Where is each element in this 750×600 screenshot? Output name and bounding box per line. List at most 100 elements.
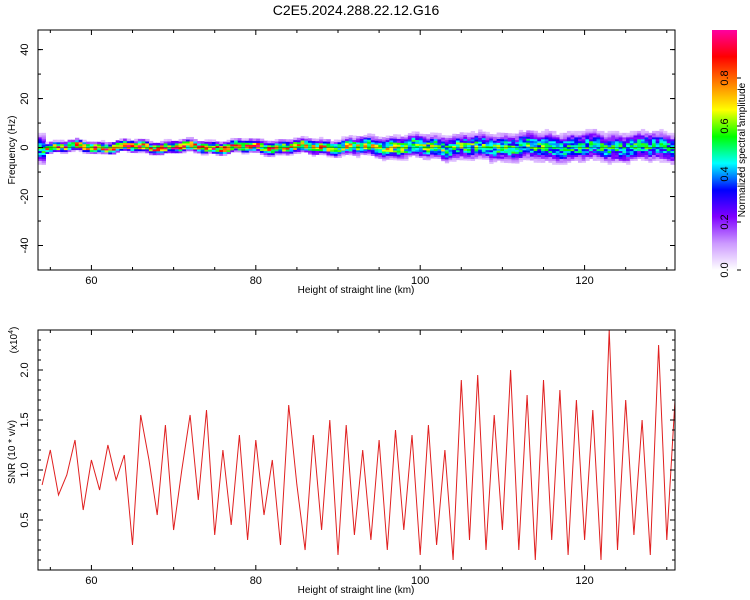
spectrogram-cell — [474, 140, 479, 144]
spectrogram-cell — [278, 146, 283, 150]
spectrogram-cell — [492, 138, 498, 141]
spectrogram-cell — [566, 142, 572, 146]
spectrogram-cell — [378, 152, 383, 155]
spectrogram-cell — [544, 128, 550, 132]
spectrogram-cell — [378, 154, 383, 157]
spectrogram-cell — [396, 138, 402, 141]
spectrogram-cell — [344, 140, 350, 144]
spectrogram-cell — [185, 142, 191, 146]
spectrogram-cell — [74, 147, 80, 151]
spectrogram-cell — [344, 148, 350, 151]
spectrogram-cell — [156, 142, 161, 146]
spectrogram-cell — [426, 144, 431, 147]
spectrogram-cell — [629, 142, 635, 146]
spectrogram-cell — [426, 136, 431, 139]
spectrogram-cell — [489, 159, 494, 163]
spectrogram-cell — [555, 136, 561, 140]
spectrogram-cell — [633, 140, 638, 144]
spectrogram-cell — [611, 134, 616, 138]
spectrogram-cell — [189, 138, 194, 142]
spectrogram-cell — [259, 150, 265, 153]
spectrogram-cell — [38, 160, 43, 163]
spectrogram-y-tick-label: -40 — [19, 238, 31, 254]
spectrogram-cell — [148, 142, 154, 146]
spectrogram-cell — [444, 160, 450, 164]
spectrogram-cell — [437, 138, 442, 142]
spectrogram-cell — [38, 132, 43, 136]
spectrogram-cell — [644, 134, 649, 138]
spectrogram-cell — [418, 137, 424, 141]
spectrogram-cell — [507, 135, 513, 138]
spectrogram-cell — [637, 142, 642, 146]
spectrogram-cell — [496, 154, 501, 157]
spectrogram-cell — [56, 139, 61, 143]
spectrogram-cell — [581, 130, 587, 134]
spectrogram-cell — [478, 135, 483, 138]
spectrogram-cell — [459, 144, 464, 147]
spectrogram-cell — [489, 137, 494, 141]
spectrogram-cell — [171, 150, 176, 154]
spectrogram-cell — [156, 144, 161, 148]
spectrogram-cell — [614, 152, 620, 156]
spectrogram-cell — [182, 138, 187, 142]
spectrogram-cell — [670, 156, 675, 159]
spectrogram-cell — [300, 139, 305, 143]
spectrogram-cell — [618, 136, 623, 140]
spectrogram-cell — [160, 150, 165, 154]
spectrogram-cell — [651, 130, 657, 134]
spectrogram-cell — [226, 139, 231, 143]
spectrogram-cell — [437, 148, 442, 152]
spectrogram-cell — [518, 137, 524, 141]
spectrogram-cell — [592, 154, 598, 157]
spectrogram-cell — [426, 134, 431, 137]
spectrogram-cell — [422, 151, 427, 155]
spectrogram-cell — [404, 154, 409, 157]
spectrogram-cell — [544, 156, 550, 159]
spectrogram-cell — [393, 142, 398, 145]
spectrogram-cell — [178, 142, 183, 146]
spectrogram-cell — [481, 143, 487, 146]
spectrogram-cell — [570, 144, 575, 148]
spectrogram-cell — [648, 132, 653, 136]
spectrogram-cell — [367, 151, 372, 154]
spectrogram-cell — [518, 149, 524, 153]
spectrogram-cell — [496, 138, 501, 141]
spectrogram-cell — [544, 154, 550, 157]
spectrogram-cell — [437, 144, 442, 148]
spectrogram-cell — [130, 150, 135, 153]
spectrogram-cell — [119, 144, 124, 147]
spectrogram-cell — [504, 156, 509, 160]
spectrogram-cell — [626, 148, 631, 152]
spectrogram-cell — [570, 150, 575, 154]
spectrogram-cell — [526, 147, 531, 151]
spectrogram-cell — [544, 132, 550, 136]
spectrogram-cell — [626, 140, 631, 144]
spectrogram-cell — [415, 145, 420, 148]
spectrogram-cell — [478, 149, 483, 152]
spectrogram-cell — [200, 143, 206, 146]
spectrogram-cell — [415, 131, 420, 135]
spectrogram-cell — [341, 142, 346, 145]
spectrogram-cell — [666, 140, 672, 144]
spectrogram-cell — [618, 158, 623, 161]
spectrogram-cell — [300, 145, 305, 149]
spectrogram-cell — [659, 156, 664, 159]
spectrogram-cell — [670, 132, 675, 136]
spectrogram-cell — [515, 133, 520, 137]
spectrogram-cell — [633, 138, 638, 142]
spectrogram-cell — [463, 144, 468, 147]
spectrogram-cell — [663, 134, 668, 138]
spectrogram-cell — [400, 140, 405, 144]
spectrogram-cell — [541, 150, 546, 154]
spectrogram-cell — [430, 154, 435, 157]
spectrogram-cell — [370, 139, 376, 143]
spectrogram-cell — [319, 142, 324, 146]
spectrogram-cell — [93, 149, 98, 153]
spectrogram-cell — [633, 142, 638, 146]
spectrogram-cell — [97, 143, 102, 147]
spectrogram-cell — [504, 142, 509, 146]
spectrogram-cell — [496, 144, 501, 147]
spectrogram-cell — [234, 143, 239, 147]
spectrogram-cell — [659, 136, 664, 140]
spectrogram-cell — [648, 150, 653, 154]
